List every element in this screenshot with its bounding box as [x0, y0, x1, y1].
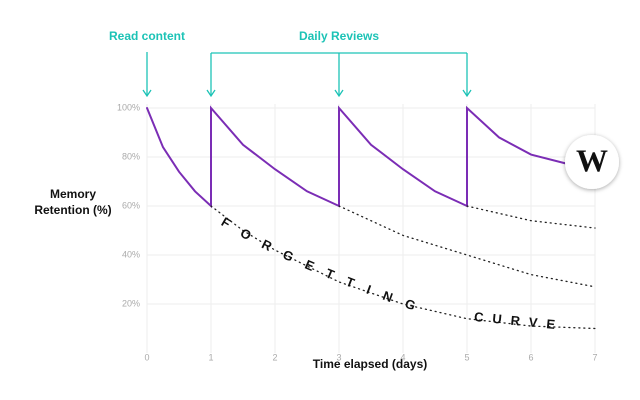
curve-label: FORGETTING — [218, 215, 430, 319]
y-axis-label: Memory Retention (%) — [34, 187, 112, 217]
arrow-head — [206, 89, 216, 98]
arrow-head — [142, 89, 152, 98]
logo-circle — [565, 135, 619, 189]
y-tick-label: 20% — [122, 298, 140, 308]
projection-line — [338, 205, 596, 288]
logo: W — [576, 142, 608, 178]
y-tick-label: 80% — [122, 151, 140, 161]
x-tick-label: 2 — [272, 352, 277, 362]
annotation: Daily Reviews — [299, 29, 379, 43]
annotation: Read content — [109, 29, 185, 43]
x-tick-label: 0 — [144, 352, 149, 362]
x-tick-label: 7 — [592, 352, 597, 362]
x-tick-label: 1 — [208, 352, 213, 362]
y-tick-label: 100% — [117, 102, 140, 112]
x-tick-label: 5 — [464, 352, 469, 362]
curve-label-1: FORGETTING — [218, 215, 416, 319]
curve-label: CURVE — [473, 309, 564, 333]
x-tick-label: 3 — [336, 352, 341, 362]
x-axis-label: Time elapsed (days) — [313, 357, 428, 371]
arrow-head — [334, 89, 344, 98]
x-tick-label: 4 — [400, 352, 405, 362]
projection-line — [466, 205, 596, 229]
y-tick-label: 60% — [122, 200, 140, 210]
arrow-head — [462, 89, 472, 98]
curve-label-2: CURVE — [473, 309, 555, 333]
x-tick-label: 6 — [528, 352, 533, 362]
y-tick-label: 40% — [122, 249, 140, 259]
projection-line — [210, 205, 596, 330]
